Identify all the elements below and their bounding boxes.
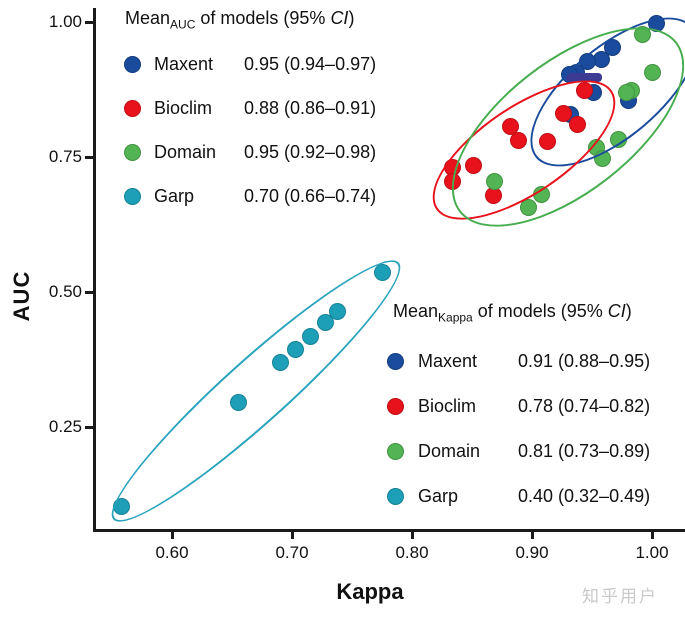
scatter-point-bioclim (444, 158, 462, 176)
watermark: 知乎用户 (582, 587, 658, 606)
legend-row-bioclim: Bioclim 0.88 (0.86–0.91) (118, 87, 376, 131)
bioclim-dot-icon (387, 397, 404, 415)
scatter-point-garp (373, 263, 391, 281)
legend-model-value: 0.81 (0.73–0.89) (518, 440, 651, 461)
legend-model-value: 0.95 (0.94–0.97) (244, 54, 377, 75)
legend-mean-kappa-title: MeanKappa of models (95% CI) (393, 301, 632, 325)
scatter-point-garp (271, 354, 289, 372)
scatter-point-domain (486, 173, 504, 191)
legend-model-label: Domain (154, 142, 217, 163)
x-axis-line (93, 529, 685, 532)
garp-dot-icon (124, 188, 141, 206)
scatter-point-domain (633, 26, 651, 44)
legend-model-value: 0.70 (0.66–0.74) (244, 186, 377, 207)
y-tick (85, 20, 93, 24)
y-tick-label: 0.75 (48, 147, 82, 166)
y-axis-line (93, 8, 96, 532)
scatter-point-garp (287, 341, 305, 359)
scatter-point-garp (317, 314, 335, 332)
x-tick (290, 531, 294, 539)
scatter-point-garp (229, 393, 247, 411)
scatter-point-domain (594, 149, 612, 167)
legend-model-label: Maxent (154, 54, 214, 75)
maxent-dot-icon (124, 56, 141, 74)
scatter-point-bioclim (485, 187, 503, 205)
y-tick (85, 425, 93, 429)
y-tick-label: 1.00 (48, 12, 82, 31)
scatter-point-bioclim (569, 115, 587, 133)
legend-mean-auc-title: MeanAUC of models (95% CI) (125, 8, 355, 32)
scatter-point-bioclim (501, 118, 519, 136)
legend-mean-kappa: MeanKappa of models (95% CI) Maxent 0.91… (385, 296, 650, 519)
legend-row-domain: Domain 0.95 (0.92–0.98) (118, 131, 376, 175)
domain-dot-icon (387, 442, 404, 460)
scatter-point-domain (519, 198, 537, 216)
scatter-point-maxent (603, 39, 621, 57)
domain-dot-icon (124, 144, 141, 162)
y-tick-label: 0.25 (48, 417, 82, 436)
legend-model-label: Garp (154, 186, 195, 207)
scatter-point-bioclim (539, 133, 557, 151)
maxent-dot-icon (387, 352, 404, 370)
legend-model-label: Bioclim (154, 98, 213, 119)
x-axis-title: Kappa (336, 579, 404, 604)
legend-model-label: Bioclim (418, 395, 477, 416)
legend-row-maxent: Maxent 0.91 (0.88–0.95) (385, 339, 650, 384)
scatter-point-bioclim (510, 131, 528, 149)
scatter-point-domain (609, 131, 627, 149)
scatter-point-bioclim (444, 173, 462, 191)
legend-model-value: 0.95 (0.92–0.98) (244, 142, 377, 163)
x-tick (170, 531, 174, 539)
x-tick (410, 531, 414, 539)
legend-model-value: 0.40 (0.32–0.49) (518, 485, 651, 506)
legend-row-domain: Domain 0.81 (0.73–0.89) (385, 429, 650, 474)
x-tick-label: 0.90 (515, 543, 549, 562)
legend-model-value: 0.88 (0.86–0.91) (244, 98, 377, 119)
x-tick-label: 0.80 (395, 543, 429, 562)
confidence-ellipse-garp (91, 238, 420, 544)
legend-row-bioclim: Bioclim 0.78 (0.74–0.82) (385, 384, 650, 429)
overlapping-points-bar (565, 72, 602, 82)
legend-model-value: 0.91 (0.88–0.95) (518, 350, 651, 371)
bioclim-dot-icon (124, 100, 141, 118)
y-tick (85, 155, 93, 159)
legend-row-maxent: Maxent 0.95 (0.94–0.97) (118, 43, 376, 87)
legend-model-label: Maxent (418, 350, 478, 371)
scatter-point-domain (533, 186, 551, 204)
scatter-point-bioclim (464, 156, 482, 174)
y-tick-label: 0.50 (48, 282, 82, 301)
y-axis-title: AUC (9, 270, 34, 322)
x-tick-label: 1.00 (635, 543, 669, 562)
scatter-point-garp (113, 498, 131, 516)
scatter-point-maxent (648, 14, 666, 32)
legend-model-label: Garp (418, 485, 459, 506)
legend-row-garp: Garp 0.40 (0.32–0.49) (385, 474, 650, 519)
scatter-point-bioclim (576, 81, 594, 99)
x-tick (650, 531, 654, 539)
scatter-point-bioclim (554, 104, 572, 122)
y-tick (85, 290, 93, 294)
scatter-point-garp (301, 328, 319, 346)
x-tick-label: 0.60 (155, 543, 189, 562)
legend-row-garp: Garp 0.70 (0.66–0.74) (118, 175, 376, 219)
legend-mean-auc: MeanAUC of models (95% CI) Maxent 0.95 (… (118, 4, 376, 219)
scatter-point-maxent (593, 51, 611, 69)
garp-dot-icon (387, 487, 404, 505)
scatter-point-domain (643, 63, 661, 81)
x-tick (530, 531, 534, 539)
x-tick-label: 0.70 (275, 543, 309, 562)
legend-model-value: 0.78 (0.74–0.82) (518, 395, 651, 416)
scatter-point-garp (329, 303, 347, 321)
scatter-point-domain (618, 84, 636, 102)
legend-model-label: Domain (418, 440, 481, 461)
